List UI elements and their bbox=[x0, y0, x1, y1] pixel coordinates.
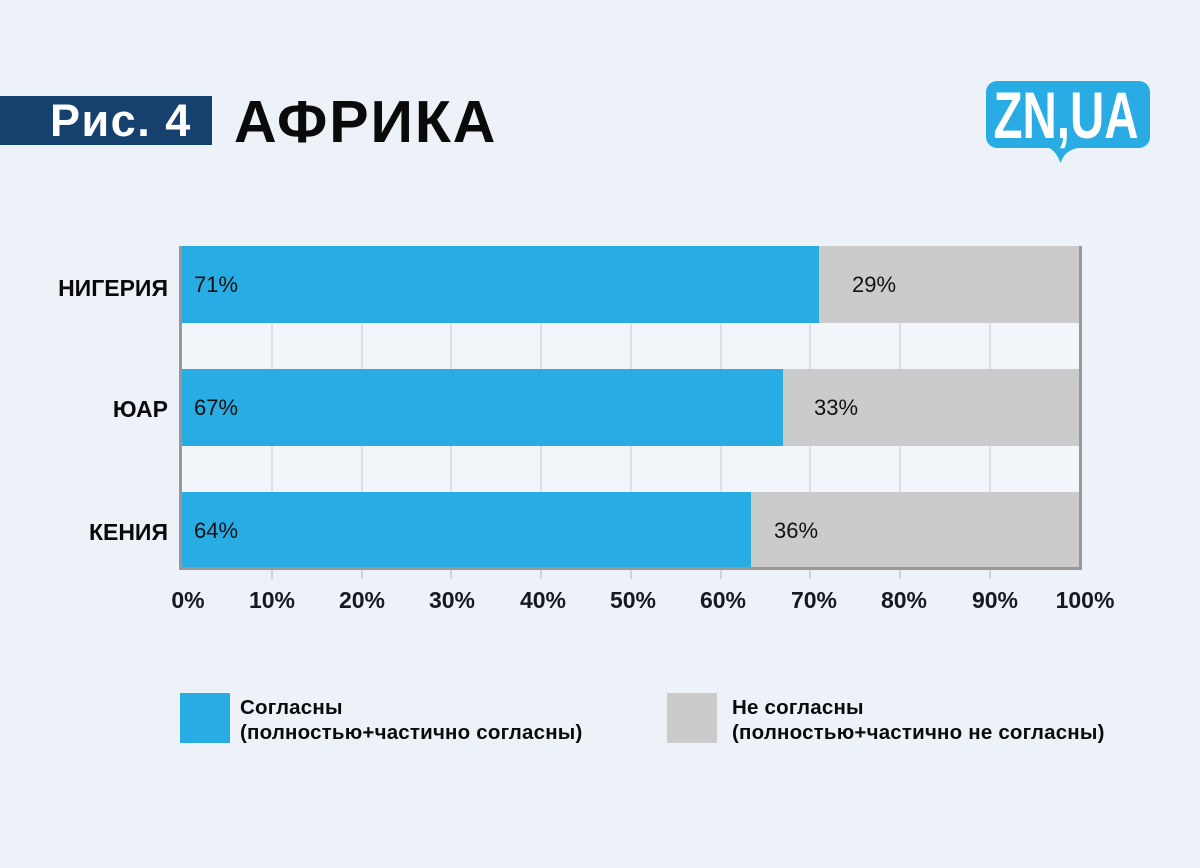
svg-text:ZN,UA: ZN,UA bbox=[994, 78, 1139, 152]
